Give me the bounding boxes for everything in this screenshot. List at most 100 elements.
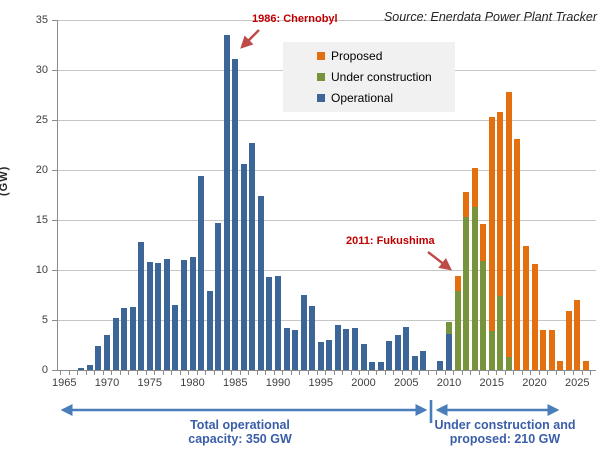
gridline [57,320,597,321]
y-tick-label: 15 [35,214,48,226]
bar-operational-1974 [138,242,145,370]
gridline [57,170,597,171]
bar-operational-2005 [403,327,410,370]
x-tick [145,371,147,375]
bar-operational-1991 [283,328,290,370]
bar-operational-1987 [249,143,256,370]
x-tick [231,371,232,375]
x-tick [384,371,386,375]
proposed-capacity-line1: Under construction and [434,418,576,432]
bar-under-construction-2011 [454,291,461,370]
x-tick [136,371,138,375]
bar-operational-1971 [112,318,119,370]
x-tick [444,371,446,375]
x-tick [256,371,258,375]
y-tick [52,370,57,371]
x-tick [555,371,557,375]
bar-operational-2002 [377,362,384,370]
x-tick [205,371,207,375]
bar-operational-1973 [129,307,136,370]
gridline [57,120,597,121]
bar-operational-1990 [275,276,282,370]
bar-operational-2007 [420,351,427,370]
x-tick [282,371,284,375]
y-tick-label: 10 [35,264,48,276]
x-tick [342,371,344,375]
x-tick [154,371,156,375]
x-tick [478,371,480,375]
bar-under-construction-2017 [505,357,512,370]
x-tick [547,371,549,375]
bar-proposed-2013 [471,168,478,207]
x-tick-label: 1985 [223,377,248,389]
bar-under-construction-2012 [463,217,470,370]
y-tick [52,320,57,321]
bar-operational-1969 [95,346,102,370]
x-tick [213,371,215,375]
x-tick [68,371,70,375]
x-tick-label: 2020 [522,377,547,389]
x-tick [179,371,181,375]
x-tick [85,371,87,375]
total-capacity-line2: capacity: 350 GW [188,432,292,446]
source-note: Source: Enerdata Power Plant Tracker [383,10,597,24]
x-tick [513,371,515,375]
x-tick [102,371,104,375]
x-tick [564,371,566,375]
bar-operational-2009 [437,361,444,370]
bar-under-construction-2013 [471,207,478,370]
x-tick [367,371,369,375]
x-tick [350,371,352,375]
bar-operational-1981 [198,176,205,370]
bar-operational-1995 [317,342,324,370]
x-tick-label: 1995 [308,377,333,389]
x-tick [119,371,121,375]
operational-swatch-icon [317,94,325,102]
legend-label-proposed: Proposed [331,49,383,63]
bar-operational-1997 [334,325,341,370]
x-tick-label: 2000 [351,377,376,389]
bar-operational-1970 [104,335,111,370]
x-tick [359,371,361,375]
bar-operational-1988 [257,196,264,370]
bar-operational-2003 [386,341,393,370]
x-tick [419,371,421,375]
x-tick-label: 1980 [180,377,205,389]
x-tick [196,371,198,375]
legend-label-under-construction: Under construction [331,70,432,84]
y-tick [52,20,57,21]
legend: Proposed Under construction Operational [283,42,455,112]
gridline [57,220,597,221]
bar-under-construction-2010 [446,322,453,334]
x-tick [265,371,267,375]
bar-operational-1976 [155,263,162,370]
x-tick [248,371,250,375]
bar-operational-2004 [394,335,401,370]
y-tick-label: 5 [41,314,48,326]
x-tick [171,371,173,375]
proposed-capacity-label: Under construction and proposed: 210 GW [435,418,576,446]
y-tick-label: 20 [35,164,48,176]
chernobyl-label: 1986: Chernobyl [252,13,338,25]
x-tick [573,371,574,375]
x-tick [273,371,275,375]
bar-proposed-2021 [540,330,547,370]
bar-operational-2006 [411,356,418,370]
x-tick-label: 2015 [479,377,504,389]
x-tick [590,371,592,375]
bar-proposed-2026 [582,361,589,370]
x-tick-label: 1970 [94,377,120,389]
x-tick [60,371,61,375]
bar-proposed-2017 [505,92,512,357]
x-tick [188,371,190,375]
bar-operational-1977 [163,259,170,370]
bar-operational-1983 [215,223,222,370]
x-tick [496,371,498,375]
x-tick [94,371,96,375]
x-tick [538,371,540,375]
bar-operational-1975 [146,262,153,370]
proposed-capacity-line2: proposed: 210 GW [449,432,561,446]
bar-operational-1982 [206,291,213,370]
y-tick [52,70,57,71]
x-tick [239,371,241,375]
